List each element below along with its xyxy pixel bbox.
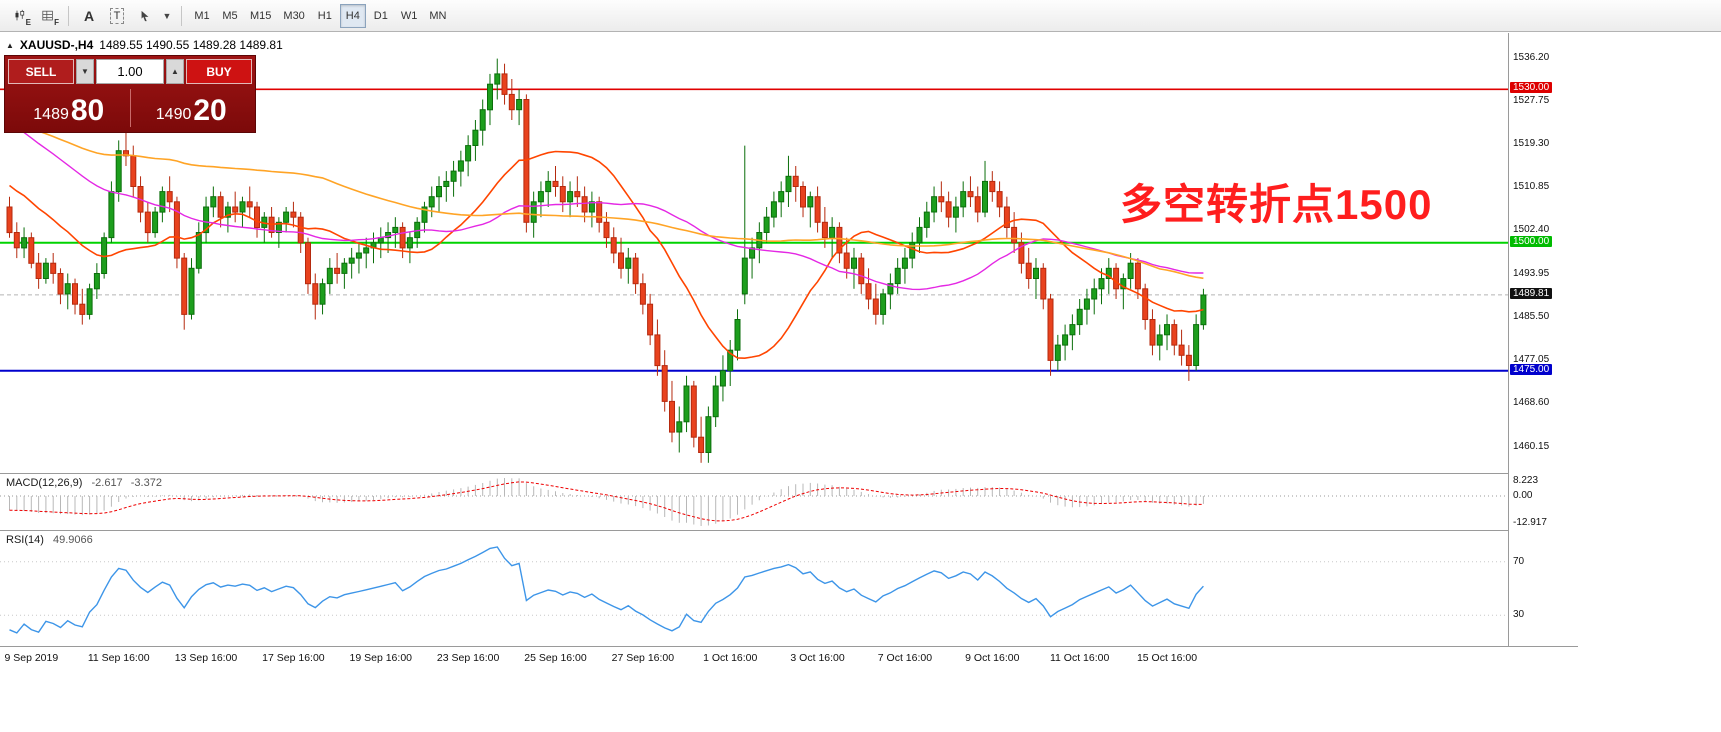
macd-axis-label: -12.917 xyxy=(1513,517,1547,528)
price-tick-label: 1510.85 xyxy=(1513,181,1550,193)
text-label-tool-icon[interactable]: A xyxy=(76,4,102,28)
price-level-badge: 1530.00 xyxy=(1510,82,1553,94)
timeframe-button-m30[interactable]: M30 xyxy=(278,4,309,28)
top-toolbar: E F A T ▼ M1 M5 M15 M30 H1 H4 D1 W1 MN xyxy=(0,0,1721,32)
toolbar-separator xyxy=(68,5,69,26)
timeframe-button-m15[interactable]: M15 xyxy=(245,4,276,28)
time-axis-label: 11 Sep 16:00 xyxy=(87,652,150,664)
price-tick-label: 1519.30 xyxy=(1513,138,1550,150)
time-axis-label: 15 Oct 16:00 xyxy=(1136,652,1198,664)
time-axis-label: 3 Oct 16:00 xyxy=(790,652,845,664)
quote-display-row: 1489 80 1490 20 xyxy=(8,87,252,129)
timeframe-button-m5[interactable]: M5 xyxy=(217,4,243,28)
bid-price[interactable]: 1489 80 xyxy=(8,87,130,129)
time-axis-label: 7 Oct 16:00 xyxy=(877,652,933,664)
timeframe-button-h1[interactable]: H1 xyxy=(312,4,338,28)
price-tick-label: 1477.05 xyxy=(1513,354,1550,366)
time-axis-label: 1 Oct 16:00 xyxy=(703,652,758,664)
rsi-canvas[interactable] xyxy=(0,531,1508,646)
price-tick-label: 1493.95 xyxy=(1513,267,1550,279)
chart-header: ▲ XAUUSD-,H4 1489.55 1490.55 1489.28 148… xyxy=(6,38,283,52)
trade-controls-row: SELL ▼ ▲ BUY xyxy=(8,59,252,84)
bar-grid-icon[interactable]: F xyxy=(35,4,61,28)
time-axis-label: 27 Sep 16:00 xyxy=(611,652,675,664)
volume-decrease-icon[interactable]: ▼ xyxy=(76,59,94,84)
time-axis-label: 11 Oct 16:00 xyxy=(1049,652,1110,664)
time-axis-label: 17 Sep 16:00 xyxy=(262,652,325,664)
volume-input[interactable] xyxy=(96,59,164,84)
price-tick-label: 1502.40 xyxy=(1513,224,1550,236)
candlestick-chart-icon[interactable]: E xyxy=(7,4,33,28)
ask-price[interactable]: 1490 20 xyxy=(131,87,253,129)
timeframe-toolbar: M1 M5 M15 M30 H1 H4 D1 W1 MN xyxy=(188,3,452,28)
time-axis-label: 25 Sep 16:00 xyxy=(524,652,587,664)
rsi-value: 49.9066 xyxy=(52,534,93,546)
rsi-axis-label: 30 xyxy=(1513,609,1525,621)
rsi-name: RSI(14) xyxy=(6,534,44,546)
one-click-trade-panel: SELL ▼ ▲ BUY 1489 80 1490 20 xyxy=(4,55,256,133)
time-axis-label: 23 Sep 16:00 xyxy=(436,652,500,664)
bid-main-digits: 1489 xyxy=(33,106,69,123)
rsi-axis-label: 70 xyxy=(1513,555,1525,567)
volume-increase-icon[interactable]: ▲ xyxy=(166,59,184,84)
timeframe-button-h4[interactable]: H4 xyxy=(339,3,366,28)
toolbar-separator xyxy=(181,5,182,26)
macd-main-value: -2.617 xyxy=(91,477,123,489)
price-chart-panel[interactable]: ▲ XAUUSD-,H4 1489.55 1490.55 1489.28 148… xyxy=(0,33,1508,473)
symbol-label: XAUUSD-,H4 xyxy=(19,38,94,52)
ohlc-values: 1489.55 1490.55 1489.28 1489.81 xyxy=(99,38,283,52)
time-axis[interactable]: 9 Sep 2019 11 Sep 16:00 13 Sep 16:00 17 Sep… xyxy=(0,646,1578,668)
price-tick-label: 1527.75 xyxy=(1513,94,1550,106)
buy-button[interactable]: BUY xyxy=(186,59,252,84)
tool-badge: E xyxy=(25,17,31,27)
rsi-label: RSI(14) 49.9066 xyxy=(6,534,93,546)
grid-glyph xyxy=(42,10,53,20)
macd-axis-label: 8.223 xyxy=(1513,475,1539,486)
price-tick-label: 1536.20 xyxy=(1513,51,1550,63)
macd-label: MACD(12,26,9) -2.617 -3.372 xyxy=(6,477,162,489)
boxed-t-glyph: T xyxy=(109,7,125,24)
ask-main-digits: 1490 xyxy=(155,106,192,123)
candles-glyph xyxy=(15,9,25,21)
price-level-badge: 1475.00 xyxy=(1510,363,1553,375)
time-axis-label: 19 Sep 16:00 xyxy=(349,652,413,664)
time-axis-label: 9 Oct 16:00 xyxy=(965,652,1020,664)
price-level-badge: 1500.00 xyxy=(1510,235,1553,247)
timeframe-button-mn[interactable]: MN xyxy=(424,4,451,28)
timeframe-button-d1[interactable]: D1 xyxy=(368,4,394,28)
collapse-trade-panel-icon[interactable]: ▲ xyxy=(6,40,14,50)
objects-dropdown-caret-icon[interactable]: ▼ xyxy=(160,4,174,28)
objects-tool-icon[interactable] xyxy=(132,4,158,28)
timeframe-button-w1[interactable]: W1 xyxy=(396,4,423,28)
macd-signal-value: -3.372 xyxy=(130,477,162,489)
price-level-badge: 1489.81 xyxy=(1510,287,1553,299)
pointer-glyph xyxy=(141,10,149,21)
chart-annotation: 多空转折点1500 xyxy=(1120,181,1433,228)
macd-axis-label: 0.00 xyxy=(1513,489,1533,501)
ask-big-digits: 20 xyxy=(193,94,227,127)
tool-badge: F xyxy=(54,17,59,27)
time-axis-label: 13 Sep 16:00 xyxy=(174,652,238,664)
sell-button[interactable]: SELL xyxy=(8,59,74,84)
macd-panel[interactable]: MACD(12,26,9) -2.617 -3.372 xyxy=(0,473,1508,530)
bid-big-digits: 80 xyxy=(70,94,105,127)
timeframe-button-m1[interactable]: M1 xyxy=(189,4,215,28)
price-tick-label: 1485.50 xyxy=(1513,310,1550,322)
price-tick-label: 1468.60 xyxy=(1513,397,1550,409)
macd-canvas[interactable] xyxy=(0,474,1508,530)
quote-divider xyxy=(129,89,131,127)
macd-name: MACD(12,26,9) xyxy=(6,477,83,489)
price-tick-label: 1460.15 xyxy=(1513,440,1550,452)
rsi-panel[interactable]: RSI(14) 49.9066 xyxy=(0,530,1508,646)
text-tool-icon[interactable]: T xyxy=(104,4,130,28)
time-axis-label: 9 Sep 2019 xyxy=(4,652,59,664)
price-axis[interactable]: 1536.20 1527.75 1519.30 1510.85 1502.40 1493.… xyxy=(1508,33,1578,668)
